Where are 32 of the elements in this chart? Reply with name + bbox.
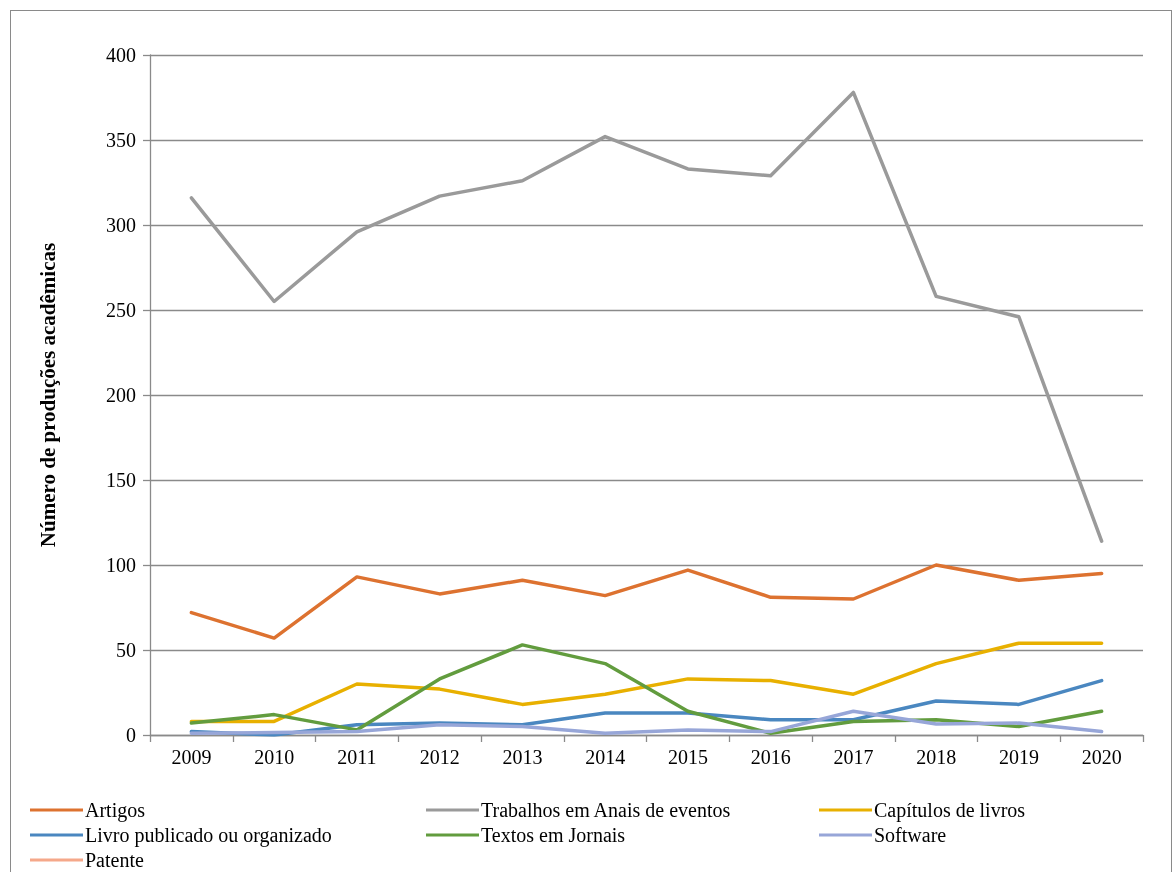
legend-label: Trabalhos em Anais de eventos: [481, 799, 731, 821]
y-tick-label: 400: [106, 44, 136, 66]
legend-label: Textos em Jornais: [481, 824, 626, 846]
y-tick-label: 100: [106, 554, 136, 576]
x-tick-label: 2013: [502, 746, 543, 768]
x-tick-label: 2014: [585, 746, 626, 768]
y-tick-label: 0: [126, 724, 136, 746]
x-tick-label: 2011: [337, 746, 377, 768]
y-tick-label: 150: [106, 469, 136, 491]
x-tick-label: 2010: [254, 746, 295, 768]
x-tick-label: 2018: [916, 746, 957, 768]
legend-label: Patente: [85, 849, 144, 871]
x-tick-label: 2009: [171, 746, 212, 768]
legend-label: Livro publicado ou organizado: [85, 824, 332, 847]
x-tick-label: 2020: [1081, 746, 1122, 768]
line-series: [189, 90, 1104, 543]
line-series: [189, 709, 1104, 736]
x-tick-label: 2016: [750, 746, 791, 768]
y-tick-label: 350: [106, 129, 136, 151]
x-tick-label: 2012: [419, 746, 460, 768]
legend-label: Capítulos de livros: [874, 799, 1026, 822]
x-tick-label: 2019: [998, 746, 1039, 768]
legend-label: Artigos: [85, 799, 146, 822]
legend-label: Software: [874, 824, 947, 846]
y-axis-title: Número de produções acadêmicas: [35, 242, 60, 548]
x-tick-label: 2015: [667, 746, 708, 768]
line-series: [189, 563, 1104, 640]
x-tick-label: 2017: [833, 746, 874, 768]
y-tick-label: 300: [106, 214, 136, 236]
y-tick-label: 50: [116, 639, 136, 661]
y-tick-label: 250: [106, 299, 136, 321]
y-tick-label: 200: [106, 384, 136, 406]
